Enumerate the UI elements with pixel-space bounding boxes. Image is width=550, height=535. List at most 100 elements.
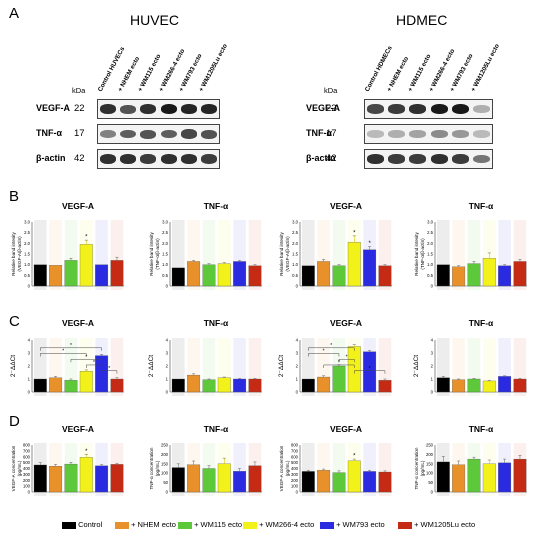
y-tick-label: 4 (296, 338, 299, 343)
chart-title: VEGF-A (330, 318, 362, 328)
significance-star: * (346, 354, 348, 360)
y-tick-label: 1.5 (162, 252, 168, 257)
blot-strip (97, 149, 220, 169)
bar (171, 378, 185, 393)
y-tick-label: 600 (291, 454, 299, 459)
y-tick-label: 1.0 (292, 262, 298, 267)
y-tick-label: 300 (291, 472, 299, 477)
bar (248, 465, 262, 493)
y-tick-label: 50 (163, 480, 168, 485)
y-tick-label: 0 (28, 284, 31, 289)
bar (233, 378, 247, 393)
y-tick-label: 0 (166, 390, 169, 395)
bar (171, 467, 185, 493)
significance-bracket (86, 364, 102, 368)
bar (452, 266, 466, 287)
bar (452, 464, 466, 493)
bar (95, 465, 109, 493)
legend-swatch (115, 521, 129, 529)
bar (363, 471, 377, 493)
panel-letter-d: D (9, 413, 20, 430)
bar (79, 244, 93, 287)
bar (513, 378, 527, 393)
bar (33, 264, 47, 287)
cell-title-hdmec: HDMEC (396, 12, 448, 28)
bar (95, 264, 109, 287)
bar (436, 264, 450, 287)
y-tick-label: 2 (166, 364, 169, 369)
y-axis-label: TNF-α concentration (414, 447, 419, 489)
bar (202, 468, 216, 493)
legend-label: + WM1205Lu ecto (412, 520, 476, 529)
y-axis-label: (VEGF-A/β-actin) (285, 236, 290, 272)
blot-strip (364, 99, 493, 119)
significance-bracket (354, 370, 386, 374)
bar (467, 458, 481, 493)
y-tick-label: 4 (28, 338, 31, 343)
y-tick-label: 150 (426, 461, 434, 466)
bar (233, 261, 247, 287)
blot-band (160, 104, 177, 114)
y-tick-label: 1 (296, 377, 299, 382)
bar (482, 258, 496, 287)
blot-band (409, 130, 427, 138)
chart-title: TNF-α (469, 201, 494, 211)
y-tick-label: 0 (431, 284, 434, 289)
kda-label: kDa (72, 86, 86, 95)
y-tick-label: 100 (23, 484, 31, 489)
blot-band (367, 130, 385, 138)
bar (332, 265, 346, 287)
blot-row-kda: 17 (74, 128, 85, 139)
significance-star: * (338, 360, 340, 366)
y-tick-label: 1 (431, 377, 434, 382)
blot-band (160, 154, 177, 164)
legend-item: + WM266-4 ecto (243, 520, 314, 529)
y-tick-label: 2.0 (292, 241, 298, 246)
y-axis-label: 2⁻ΔΔCt (148, 355, 155, 377)
blot-band (472, 130, 490, 138)
blot-row-name: VEGF-A (36, 103, 71, 113)
y-tick-label: 100 (291, 484, 299, 489)
blot-strip (364, 124, 493, 144)
significance-bracket (323, 364, 355, 368)
blot-band (367, 154, 385, 164)
y-tick-label: 200 (23, 478, 31, 483)
y-axis-label: (pg/mL) (420, 460, 425, 476)
blot-row-name: VEGF-A (306, 103, 341, 113)
y-axis-label: (TNF-α/β-actin) (155, 238, 160, 270)
significance-bracket (70, 358, 102, 363)
blot-band (140, 129, 157, 139)
kda-label: kDa (324, 86, 338, 95)
legend-swatch (62, 521, 76, 529)
bar (202, 379, 216, 393)
bar (187, 464, 201, 493)
panel-letter-a: A (9, 5, 20, 22)
blot-band (388, 104, 406, 114)
blot-band (200, 154, 217, 164)
significance-star: * (93, 360, 95, 366)
y-tick-label: 700 (23, 448, 31, 453)
chart-title: VEGF-A (62, 318, 94, 328)
blot-row-kda: 42 (326, 153, 337, 164)
bar (64, 260, 78, 287)
y-tick-label: 1 (166, 377, 169, 382)
bar (498, 376, 512, 393)
legend-label: Control (76, 520, 103, 529)
bar (217, 263, 231, 287)
blot-row-kda: 22 (326, 103, 337, 114)
y-tick-label: 400 (23, 466, 31, 471)
bar (79, 457, 93, 493)
significance-bracket (40, 347, 102, 351)
significance-star: * (330, 343, 332, 349)
y-tick-label: 2.5 (24, 230, 30, 235)
significance-star: * (368, 241, 371, 247)
cell-title-huvec: HUVEC (130, 12, 180, 28)
y-tick-label: 200 (426, 452, 434, 457)
significance-star: * (62, 349, 64, 355)
blot-band (160, 129, 177, 139)
y-tick-label: 250 (161, 443, 169, 448)
bar (498, 462, 512, 493)
y-tick-label: 0 (296, 284, 299, 289)
bar (363, 249, 377, 287)
